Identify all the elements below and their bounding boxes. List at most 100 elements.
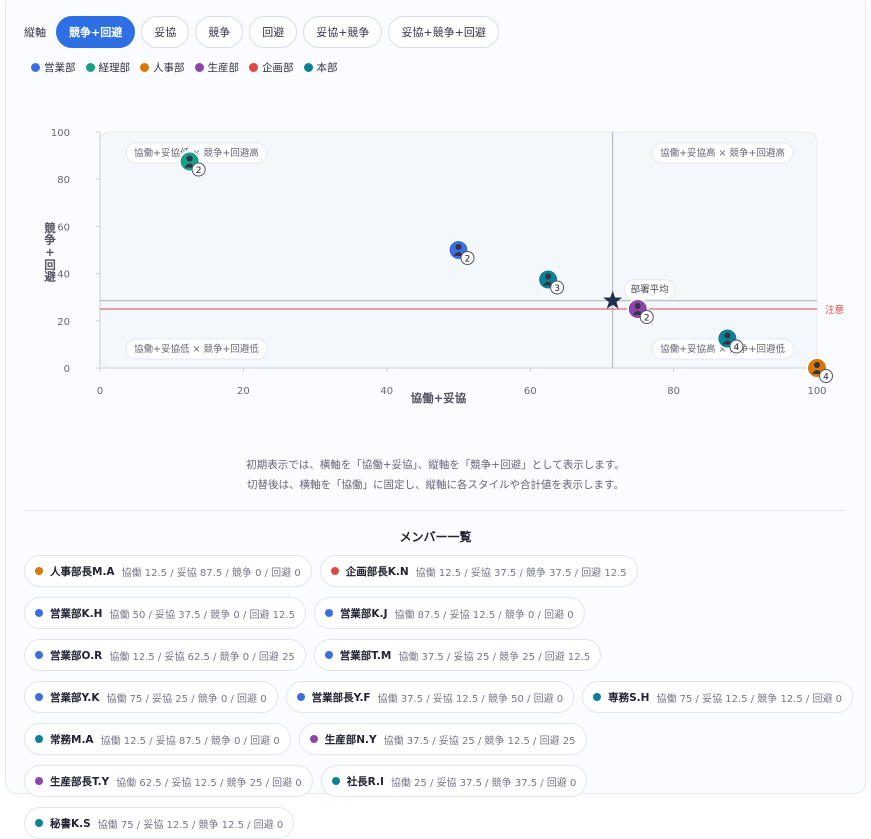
average-star — [603, 290, 623, 309]
member-stats: 協働 12.5 / 妥協 37.5 / 競争 37.5 / 回避 12.5 — [415, 567, 627, 579]
member-dot — [593, 693, 602, 701]
count-badge — [819, 369, 833, 383]
y-tick-label: 0 — [64, 364, 70, 375]
count-badge — [639, 310, 654, 324]
description-line: 初期表示では、横軸を「協働+妥協」、縦軸を「競争+回避」として表示します。 — [246, 459, 625, 471]
quadrant-label-bg — [125, 338, 268, 360]
member-name: 企画部長K.N — [345, 565, 409, 578]
count-label: 4 — [734, 343, 740, 353]
member-dot — [35, 819, 43, 827]
axis-label: 縦軸 — [24, 26, 46, 39]
member-chip[interactable]: 営業部長Y.F 協働 37.5 / 妥協 12.5 / 競争 50 / 回避 0 — [285, 681, 575, 713]
quadrant-label: 協働+妥協高 × 競争+回避低 — [660, 343, 785, 355]
quadrant-label-bg — [651, 142, 794, 164]
member-list: 人事部長M.A 協働 12.5 / 妥協 87.5 / 競争 0 / 回避 0 企画… — [24, 555, 854, 839]
legend: 営業部 経理部 人事部 生産部 企画部 本部 — [31, 60, 338, 75]
avatar-head — [545, 273, 552, 280]
separator — [24, 510, 846, 511]
legend-dot — [194, 63, 204, 72]
member-dot — [331, 777, 340, 785]
legend-label: 人事部 — [153, 62, 185, 74]
member-chip[interactable]: 生産部N.Y 協働 37.5 / 妥協 25 / 競争 12.5 / 回避 25 — [298, 723, 587, 755]
member-stats: 協働 25 / 妥協 37.5 / 競争 37.5 / 回避 0 — [390, 777, 577, 789]
avatar-body — [632, 311, 643, 315]
member-dot — [296, 693, 305, 701]
legend-label: 生産部 — [207, 62, 240, 74]
member-chip[interactable]: 営業部T.M 協働 37.5 / 妥協 25 / 競争 25 / 回避 12.5 — [313, 639, 602, 671]
member-chip[interactable]: 秘書K.S 協働 75 / 妥協 12.5 / 競争 12.5 / 回避 0 — [24, 807, 295, 839]
axis-button[interactable]: 回避 — [249, 16, 298, 48]
member-dot — [330, 567, 339, 575]
axis-button[interactable]: 競争+回避 — [56, 16, 136, 48]
member-name: 営業部Y.K — [50, 691, 100, 704]
count-badge — [550, 280, 565, 295]
count-label: 3 — [554, 284, 560, 294]
x-tick-label: 0 — [97, 386, 103, 397]
x-axis-label: 協働+妥協 — [411, 391, 467, 405]
avatar-head — [455, 244, 462, 250]
axis-button[interactable]: 競争 — [195, 16, 244, 48]
avatar-body — [812, 370, 822, 374]
description: 初期表示では、横軸を「協働+妥協」、縦軸を「競争+回避」として表示します。 切替後… — [0, 455, 871, 495]
member-chip[interactable]: 専務S.H 協働 75 / 妥協 12.5 / 競争 12.5 / 回避 0 — [582, 681, 853, 713]
count-label: 4 — [823, 373, 829, 383]
member-name: 営業部K.J — [339, 607, 388, 620]
legend-item: 経理部 — [85, 60, 130, 75]
x-tick-label: 80 — [667, 386, 680, 397]
legend-item: 営業部 — [31, 60, 76, 75]
member-stats: 協働 37.5 / 妥協 25 / 競争 25 / 回避 12.5 — [398, 651, 591, 663]
member-chip[interactable]: 企画部長K.N 協働 12.5 / 妥協 37.5 / 競争 37.5 / 回避 … — [319, 555, 638, 587]
x-tick-label: 20 — [237, 386, 250, 397]
y-tick-label: 80 — [57, 175, 70, 186]
member-stats: 協働 75 / 妥協 25 / 競争 0 / 回避 0 — [106, 693, 267, 705]
x-tick-label: 100 — [807, 386, 826, 397]
y-tick-label: 60 — [57, 222, 70, 233]
count-label: 2 — [465, 255, 471, 265]
members-title: メンバー一覧 — [399, 530, 472, 544]
avatar-body — [722, 340, 733, 345]
member-stats: 協働 37.5 / 妥協 25 / 競争 12.5 / 回避 25 — [383, 735, 576, 747]
avatar-body — [543, 281, 554, 286]
member-chip[interactable]: 常務M.A 協働 12.5 / 妥協 87.5 / 競争 0 / 回避 0 — [24, 723, 291, 755]
quadrant-label: 協働+妥協高 × 競争+回避高 — [660, 147, 785, 159]
member-name: 生産部長T.Y — [50, 775, 110, 788]
count-badge — [191, 162, 206, 177]
average-label-bg — [624, 279, 676, 301]
member-stats: 協働 62.5 / 妥協 12.5 / 競争 25 / 回避 0 — [116, 777, 302, 789]
member-name: 秘書K.S — [50, 817, 91, 830]
legend-label: 企画部 — [262, 62, 294, 74]
legend-dot — [303, 63, 313, 72]
member-stats: 協働 37.5 / 妥協 12.5 / 競争 50 / 回避 0 — [377, 693, 564, 705]
member-name: 営業部K.H — [50, 607, 103, 620]
axis-button[interactable]: 妥協 — [141, 16, 190, 48]
member-chip[interactable]: 社長R.I 協働 25 / 妥協 37.5 / 競争 37.5 / 回避 0 — [320, 765, 588, 797]
avatar-head — [634, 303, 641, 309]
member-chip[interactable]: 営業部K.H 協働 50 / 妥協 37.5 / 競争 0 / 回避 12.5 — [24, 597, 306, 629]
member-chip[interactable]: 営業部Y.K 協働 75 / 妥協 25 / 競争 0 / 回避 0 — [24, 681, 278, 713]
member-chip[interactable]: 人事部長M.A 協働 12.5 / 妥協 87.5 / 競争 0 / 回避 0 — [24, 555, 312, 587]
y-tick-label: 40 — [57, 270, 70, 281]
member-stats: 協働 75 / 妥協 12.5 / 競争 12.5 / 回避 0 — [656, 693, 842, 705]
avatar-head — [724, 332, 731, 339]
axis-button[interactable]: 妥協+競争 — [303, 16, 383, 48]
y-axis-label: 競争+回避 — [43, 221, 57, 283]
avatar-body — [184, 163, 195, 168]
member-chip[interactable]: 生産部長T.Y 協働 62.5 / 妥協 12.5 / 競争 25 / 回避 0 — [24, 765, 313, 797]
member-name: 生産部N.Y — [324, 733, 377, 746]
member-chip[interactable]: 営業部O.R 協働 12.5 / 妥協 62.5 / 競争 0 / 回避 25 — [24, 639, 306, 671]
member-dot — [309, 735, 318, 743]
member-stats: 協働 75 / 妥協 12.5 / 競争 12.5 / 回避 0 — [97, 819, 284, 831]
x-tick-label: 60 — [524, 386, 537, 397]
legend-item: 企画部 — [249, 60, 294, 75]
legend-item: 本部 — [303, 60, 338, 75]
member-dot — [324, 609, 333, 617]
quadrant-label: 協働+妥協低 × 競争+回避低 — [134, 343, 259, 355]
axis-button[interactable]: 妥協+競争+回避 — [388, 16, 499, 48]
member-name: 営業部T.M — [339, 649, 392, 662]
x-tick-label: 40 — [380, 386, 393, 397]
member-chip[interactable]: 営業部K.J 協働 87.5 / 妥協 12.5 / 競争 0 / 回避 0 — [313, 597, 585, 629]
member-name: 営業部O.R — [50, 649, 103, 662]
member-dot — [35, 609, 43, 617]
member-dot — [324, 651, 333, 659]
